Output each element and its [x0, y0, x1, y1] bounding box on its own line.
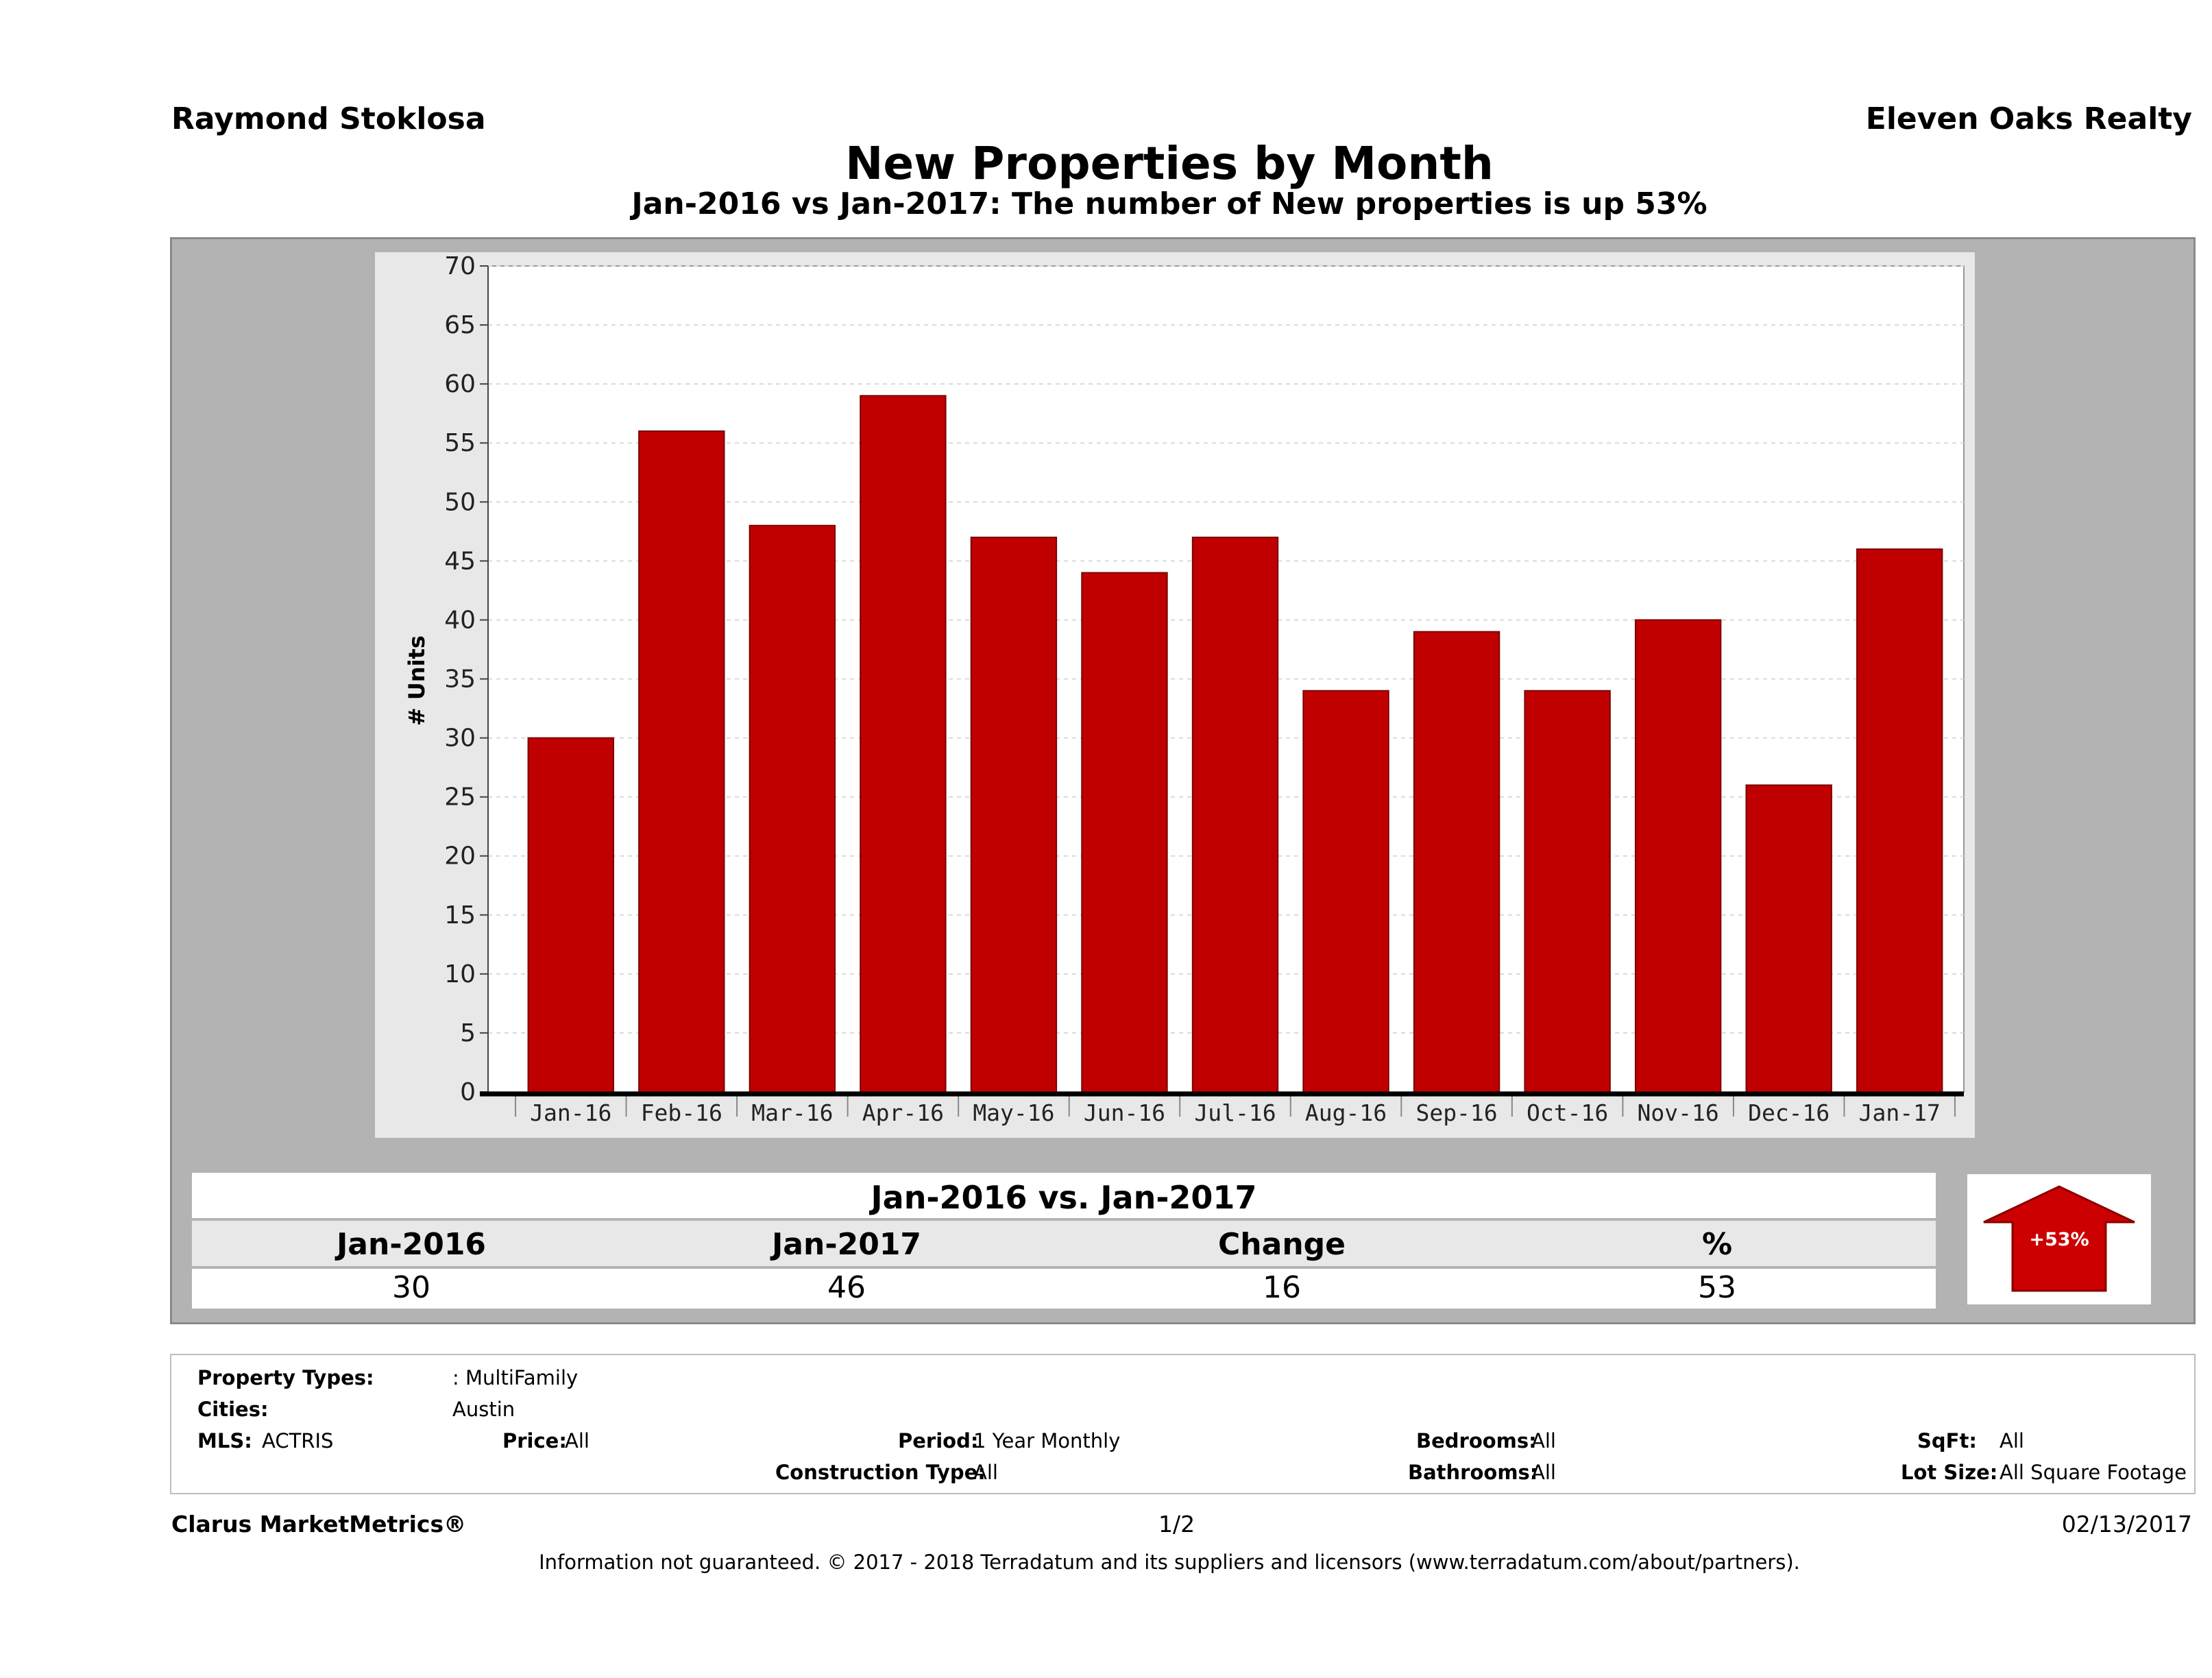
- bar: [638, 430, 725, 1093]
- y-tick-label: 50: [444, 488, 476, 516]
- bar: [860, 395, 947, 1093]
- y-tick-label: 30: [444, 725, 476, 753]
- comparison-value: 16: [1263, 1270, 1301, 1305]
- x-tick-label: Jun-16: [1084, 1099, 1165, 1126]
- bars: [527, 395, 1943, 1093]
- comparison-value: 30: [392, 1270, 430, 1305]
- filter-label: Property Types:: [197, 1366, 374, 1389]
- bar: [1081, 572, 1168, 1093]
- filter-value: 1 Year Monthly: [973, 1429, 1121, 1452]
- x-tick-label: Feb-16: [641, 1099, 722, 1126]
- y-tick-label: 0: [460, 1078, 476, 1106]
- filter-label: Bedrooms:: [1416, 1429, 1537, 1452]
- up-arrow-icon: +53%: [1983, 1185, 2135, 1292]
- filter-value: All: [973, 1461, 998, 1484]
- comparison-value: 53: [1698, 1270, 1736, 1305]
- report-date: 02/13/2017: [2061, 1511, 2192, 1537]
- axes: 0 5 10 15 20 25 30 35 40 45 50 55 60 65 70 Jan-16 Feb-16…: [444, 252, 1964, 1126]
- x-tick-label: Sep-16: [1415, 1099, 1497, 1126]
- filter-label: MLS:: [197, 1429, 252, 1452]
- comparison-header: Jan-2017: [771, 1227, 922, 1262]
- comparison-title: Jan-2016 vs. Jan-2017: [871, 1179, 1257, 1216]
- comparison-header: Change: [1218, 1227, 1346, 1262]
- bar: [970, 536, 1058, 1093]
- filter-value: All: [1531, 1429, 1556, 1452]
- x-tick-label: Nov-16: [1638, 1099, 1719, 1126]
- filter-label: SqFt:: [1917, 1429, 1977, 1452]
- change-badge-text: +53%: [2029, 1229, 2089, 1250]
- y-tick-label: 5: [460, 1019, 476, 1047]
- comparison-title-bar: [192, 1173, 1936, 1218]
- comparison-header-row: [192, 1221, 1936, 1266]
- y-tick-label: 65: [444, 311, 476, 339]
- filter-value: All: [565, 1429, 590, 1452]
- y-tick-label: 25: [444, 783, 476, 812]
- comparison-header: %: [1701, 1227, 1733, 1262]
- chart-title: New Properties by Month: [845, 137, 1494, 190]
- y-tick-label: 55: [444, 429, 476, 457]
- x-tick-label: May-16: [973, 1099, 1054, 1126]
- filter-label: Bathrooms:: [1408, 1461, 1538, 1484]
- y-tick-label: 70: [444, 252, 476, 280]
- page-number: 1/2: [1158, 1511, 1195, 1537]
- bar: [1856, 548, 1943, 1093]
- y-tick-label: 45: [444, 547, 476, 575]
- x-tick-label: Oct-16: [1527, 1099, 1608, 1126]
- x-tick-label: Jul-16: [1194, 1099, 1276, 1126]
- bar: [1413, 631, 1500, 1093]
- filter-label: Cities:: [197, 1398, 269, 1421]
- y-tick-label: 60: [444, 370, 476, 398]
- filter-value: Austin: [452, 1398, 515, 1421]
- y-tick-label: 40: [444, 606, 476, 634]
- y-tick-label: 15: [444, 901, 476, 929]
- bar: [1634, 619, 1722, 1093]
- comparison-header: Jan-2016: [336, 1227, 487, 1262]
- x-tick-label: Aug-16: [1305, 1099, 1387, 1126]
- y-tick-label: 10: [444, 960, 476, 988]
- bar: [1745, 784, 1832, 1093]
- filter-value: All: [2000, 1429, 2024, 1452]
- filter-value: ACTRIS: [262, 1429, 334, 1452]
- comparison-value: 46: [827, 1270, 866, 1305]
- y-axis-label: # Units: [404, 635, 430, 726]
- filter-label: Construction Type:: [775, 1461, 986, 1484]
- x-tick-label: Jan-16: [530, 1099, 611, 1126]
- comparison-value-row: [192, 1269, 1936, 1309]
- filters-panel: [170, 1354, 2196, 1494]
- footer-brand: Clarus MarketMetrics®: [171, 1511, 467, 1537]
- filter-value: All Square Footage: [2000, 1461, 2187, 1484]
- bar: [749, 524, 836, 1093]
- bar: [527, 737, 614, 1093]
- filter-label: Period:: [898, 1429, 979, 1452]
- chart-subtitle: Jan-2016 vs Jan-2017: The number of New …: [631, 186, 1707, 221]
- filter-value: All: [1531, 1461, 1556, 1484]
- bar: [1191, 536, 1279, 1093]
- filter-value: : MultiFamily: [452, 1366, 579, 1389]
- x-tick-label: Mar-16: [751, 1099, 833, 1126]
- x-tick-label: Jan-17: [1859, 1099, 1941, 1126]
- y-tick-label: 35: [444, 666, 476, 694]
- filter-label: Price:: [502, 1429, 567, 1452]
- x-tick-label: Apr-16: [862, 1099, 944, 1126]
- company-name: Eleven Oaks Realty: [1865, 101, 2192, 136]
- bar: [1524, 690, 1611, 1093]
- x-tick-label: Dec-16: [1748, 1099, 1830, 1126]
- disclaimer: Information not guaranteed. © 2017 - 201…: [539, 1551, 1800, 1574]
- bar: [1302, 690, 1389, 1093]
- bar-chart: 0 5 10 15 20 25 30 35 40 45 50 55 60 65 70 Jan-16 Feb-16…: [404, 252, 1965, 1126]
- y-tick-label: 20: [444, 842, 476, 871]
- filter-label: Lot Size:: [1901, 1461, 1998, 1484]
- agent-name: Raymond Stoklosa: [171, 101, 486, 136]
